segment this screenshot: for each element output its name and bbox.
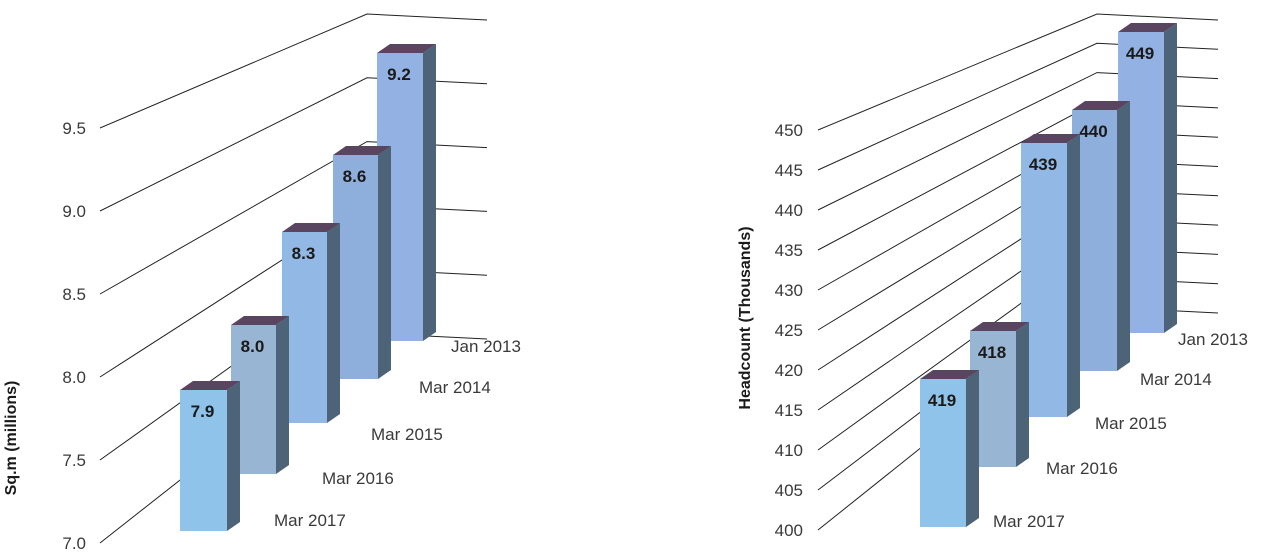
y-tick-label: 7.5 [62,451,86,470]
category-label: Mar 2016 [322,469,394,488]
bar-side [227,381,240,531]
bar-top [920,370,979,379]
bars: 449 440 439 418 419 [920,23,1177,527]
y-tick-labels: 7.0 7.5 8.0 8.5 9.0 9.5 [62,119,86,552]
chart-headcount: 400 405 410 415 420 425 430 435 440 445 450 Headcou… [737,13,1248,540]
category-label: Mar 2014 [419,378,491,397]
y-tick-label: 400 [775,521,803,540]
bar-front [333,155,378,379]
y-tick-label: 425 [775,321,803,340]
gridline [817,72,1219,211]
bar-front [282,232,327,423]
data-label: 8.6 [343,167,367,186]
bar-top [377,44,436,53]
data-label: 8.0 [241,337,265,356]
bar-top [231,316,289,325]
category-label: Mar 2015 [1095,414,1167,433]
y-tick-label: 430 [775,281,803,300]
gridline [99,77,488,212]
y-tick-label: 450 [775,121,803,140]
y-tick-label: 420 [775,361,803,380]
bar: 7.9 [180,381,240,531]
bar-side [966,370,979,527]
y-tick-label: 410 [775,441,803,460]
data-label: 9.2 [387,65,411,84]
category-label: Jan 2013 [451,337,521,356]
category-label: Mar 2015 [371,425,443,444]
gridline [817,13,1219,131]
category-label: Mar 2017 [274,511,346,530]
gridline [817,42,1219,171]
y-tick-label: 440 [775,201,803,220]
y-tick-label: 405 [775,481,803,500]
y-tick-label: 435 [775,241,803,260]
bar: 439 [1021,134,1080,417]
data-label: 8.3 [292,244,316,263]
bar: 419 [920,370,979,527]
gridline [99,13,488,129]
y-tick-label: 9.0 [62,202,86,221]
bar-top [1118,23,1177,32]
bar-side [423,44,436,341]
category-label: Mar 2016 [1046,459,1118,478]
y-tick-label: 7.0 [62,534,86,552]
data-label: 419 [928,391,956,410]
bar-top [282,223,340,232]
chart-floor-space: 7.0 7.5 8.0 8.5 9.0 9.5 Sq.m (millions) 9.2 8.6 8… [3,13,521,552]
y-tick-label: 8.0 [62,368,86,387]
bar-side [1164,23,1177,333]
bar: 8.3 [282,223,340,423]
y-tick-label: 445 [775,161,803,180]
bar-top [1021,134,1080,143]
category-label: Mar 2017 [993,512,1065,531]
bars: 9.2 8.6 8.3 8.0 7.9 [180,44,436,531]
data-label: 7.9 [191,402,215,421]
category-label: Mar 2014 [1140,370,1212,389]
y-axis-label: Headcount (Thousands) [737,226,754,409]
bar-side [327,223,340,423]
bar-side [1117,101,1130,371]
data-label: 449 [1126,44,1154,63]
category-label: Jan 2013 [1178,330,1248,349]
bar-top [180,381,240,390]
bar-side [1016,322,1029,467]
y-tick-label: 9.5 [62,119,86,138]
y-tick-label: 415 [775,401,803,420]
bar: 440 [1072,101,1130,371]
bar-front [920,379,966,527]
bar-top [1072,101,1130,110]
data-label: 440 [1079,122,1107,141]
y-tick-labels: 400 405 410 415 420 425 430 435 440 445 450 [775,121,803,540]
bar-top [970,322,1029,331]
bar: 8.6 [333,146,391,379]
bar-top [333,146,391,155]
category-labels: Mar 2017 Mar 2016 Mar 2015 Mar 2014 Jan 2013 [274,337,521,530]
data-label: 418 [978,343,1006,362]
bar-side [276,316,289,474]
gridline [99,141,488,295]
y-tick-label: 8.5 [62,285,86,304]
category-labels: Mar 2017 Mar 2016 Mar 2015 Mar 2014 Jan 2013 [993,330,1248,531]
y-axis-label: Sq.m (millions) [3,381,20,496]
data-label: 439 [1029,155,1057,174]
bar-side [378,146,391,379]
bar-side [1067,134,1080,417]
bar-front [180,390,227,531]
